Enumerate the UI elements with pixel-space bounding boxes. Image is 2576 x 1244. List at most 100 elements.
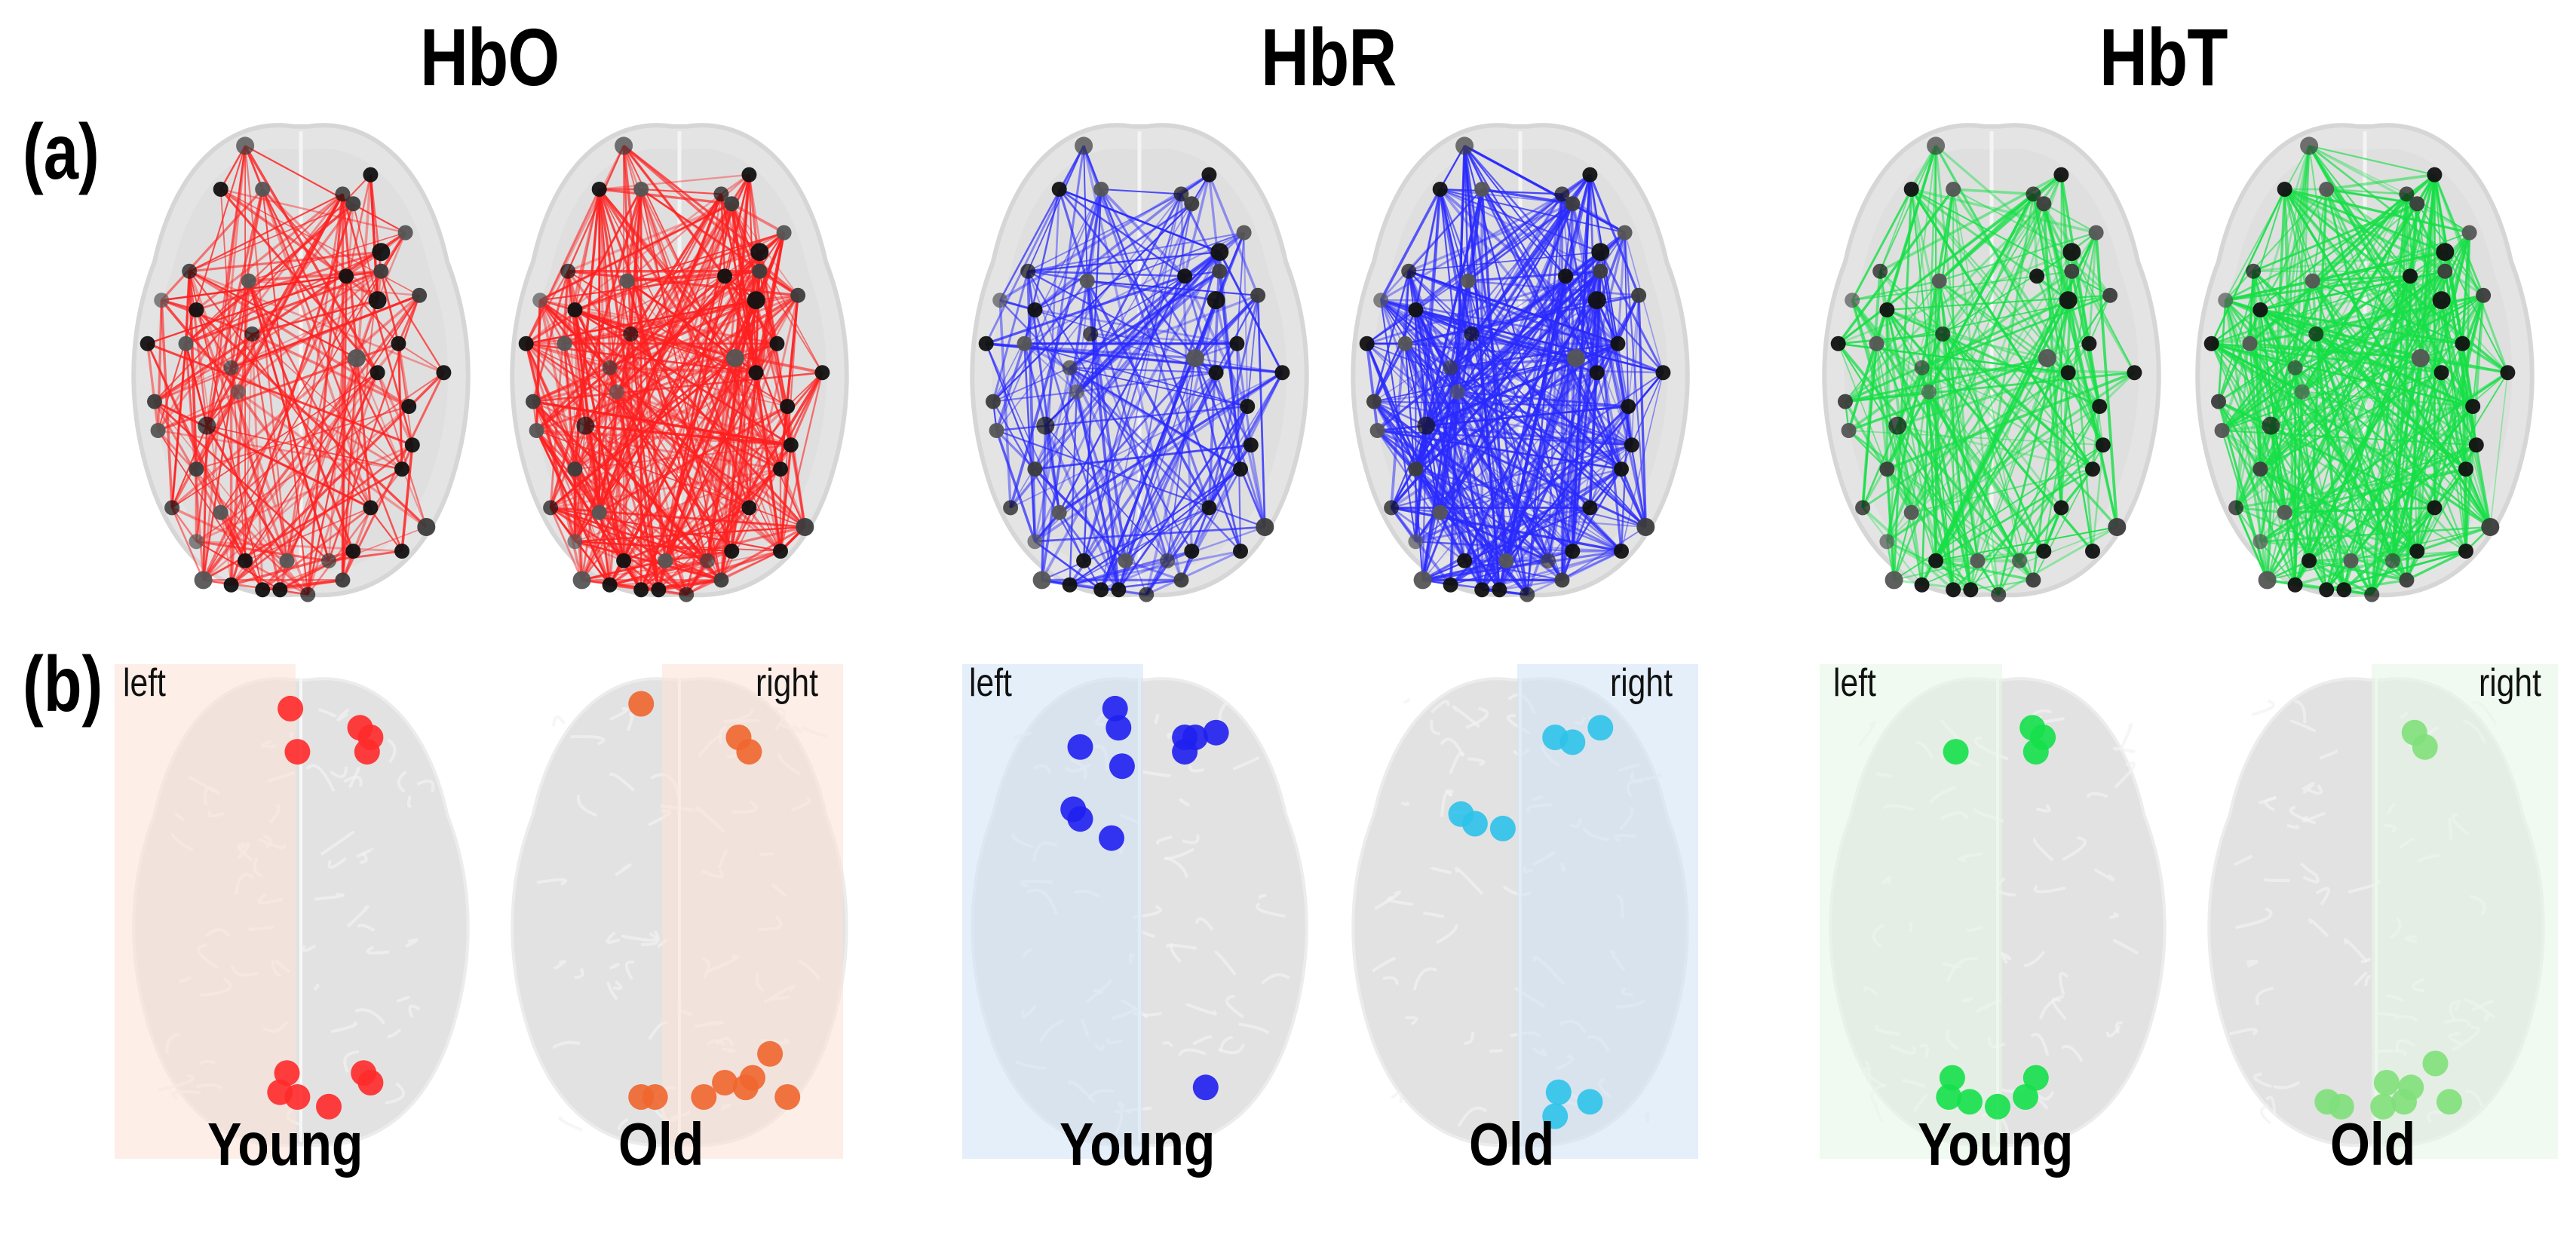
significant-channel-dot xyxy=(1067,806,1093,832)
electrode-node xyxy=(713,572,729,588)
electrode-node xyxy=(1554,186,1570,202)
electrode-node xyxy=(1083,326,1099,342)
significant-channel-dot xyxy=(316,1093,342,1120)
significant-channel-dot xyxy=(1099,825,1124,851)
significant-channel-dot xyxy=(757,1040,784,1067)
electrode-node xyxy=(1474,582,1490,598)
electrode-node xyxy=(1093,182,1109,197)
electrode-node xyxy=(567,302,583,317)
electrode-node xyxy=(1017,336,1032,351)
hbt-young-connectivity-brain xyxy=(1822,123,2161,602)
electrode-node xyxy=(529,423,544,438)
electrode-node xyxy=(255,182,271,197)
electrode-node xyxy=(2053,500,2069,516)
electrode-node xyxy=(658,553,673,568)
electrode-node xyxy=(1243,437,1259,453)
electrode-node xyxy=(436,365,452,381)
electrode-node xyxy=(518,336,534,351)
electrode-node xyxy=(2203,336,2219,351)
electrode-node xyxy=(2228,500,2244,516)
electrode-node xyxy=(2252,461,2268,477)
significant-channel-dot xyxy=(1192,1074,1219,1101)
electrode-node xyxy=(2108,518,2127,536)
electrode-node xyxy=(2092,399,2108,414)
hbr-old-right-label: right xyxy=(1610,661,1673,705)
electrode-node xyxy=(1464,326,1480,342)
electrode-node xyxy=(1931,273,1947,289)
significant-channel-dot xyxy=(1106,715,1132,741)
electrode-node xyxy=(1879,302,1895,317)
electrode-node xyxy=(1927,136,1946,155)
significant-channel-dot xyxy=(2391,1089,2417,1115)
electrode-node xyxy=(1207,291,1225,310)
electrode-node xyxy=(633,582,649,598)
electrode-node xyxy=(1359,336,1375,351)
left-hemisphere-highlight xyxy=(115,664,296,1159)
significant-channel-dot xyxy=(278,695,304,722)
electrode-node xyxy=(1185,349,1204,367)
electrode-node xyxy=(182,263,198,279)
electrode-node xyxy=(1624,437,1639,453)
electrode-node xyxy=(2308,326,2324,342)
electrode-node xyxy=(1841,423,1857,438)
electrode-node xyxy=(1935,326,1951,342)
electrode-node xyxy=(616,553,632,568)
hbo-young-label: Young xyxy=(207,1111,363,1178)
electrode-node xyxy=(394,461,409,477)
electrode-node xyxy=(1443,360,1458,375)
electrode-node xyxy=(2399,186,2415,202)
hbr-young-left-label: left xyxy=(969,661,1012,705)
electrode-node xyxy=(532,293,548,308)
electrode-node xyxy=(147,394,162,409)
hbr-old-label: Old xyxy=(1469,1111,1555,1178)
electrode-node xyxy=(236,136,255,155)
electrode-node xyxy=(1075,136,1093,155)
electrode-node xyxy=(1413,571,1432,590)
electrode-node xyxy=(1587,291,1606,310)
electrode-node xyxy=(769,336,785,351)
electrode-node xyxy=(796,518,814,536)
electrode-node xyxy=(790,287,806,303)
electrode-node xyxy=(1903,504,1919,520)
electrode-node xyxy=(1921,384,1937,400)
hbr-old-channel-map xyxy=(1351,664,1698,1159)
electrode-node xyxy=(347,349,366,367)
electrode-node xyxy=(1027,461,1043,477)
electrode-node xyxy=(2432,291,2451,310)
electrode-node xyxy=(1212,263,1228,279)
electrode-node xyxy=(1384,500,1400,516)
electrode-node xyxy=(2500,365,2516,381)
electrode-node xyxy=(1457,553,1473,568)
electrode-node xyxy=(619,273,635,289)
electrode-node xyxy=(2053,167,2069,182)
electrode-node xyxy=(724,544,740,559)
significant-channel-dot xyxy=(284,1084,311,1110)
electrode-node xyxy=(2127,365,2142,381)
electrode-node xyxy=(1914,360,1930,375)
electrode-node xyxy=(372,243,391,262)
electrode-node xyxy=(986,394,1001,409)
electrode-node xyxy=(1366,394,1382,409)
electrode-node xyxy=(1184,196,1200,212)
electrode-node xyxy=(1845,293,1860,308)
electrode-node xyxy=(1233,544,1248,559)
electrode-node xyxy=(1991,587,2007,602)
hbt-old-connectivity-brain xyxy=(2195,123,2535,602)
significant-channel-dot xyxy=(1985,1093,2010,1120)
significant-channel-dot xyxy=(354,739,380,765)
hbo-young-channel-map xyxy=(115,664,470,1159)
electrode-node xyxy=(412,287,428,303)
electrode-node xyxy=(2218,293,2234,308)
electrode-node xyxy=(2214,423,2230,438)
hbt-young-label: Young xyxy=(1918,1111,2074,1178)
electrode-node xyxy=(2300,136,2319,155)
column-title-hbt: HbT xyxy=(2099,11,2228,103)
electrode-node xyxy=(602,360,618,375)
electrode-node xyxy=(1003,500,1019,516)
electrode-node xyxy=(989,423,1004,438)
hbr-young-channel-map xyxy=(962,664,1308,1159)
electrode-node xyxy=(279,553,295,568)
electrode-node xyxy=(1869,336,1884,351)
electrode-node xyxy=(1830,336,1846,351)
electrode-node xyxy=(223,360,239,375)
